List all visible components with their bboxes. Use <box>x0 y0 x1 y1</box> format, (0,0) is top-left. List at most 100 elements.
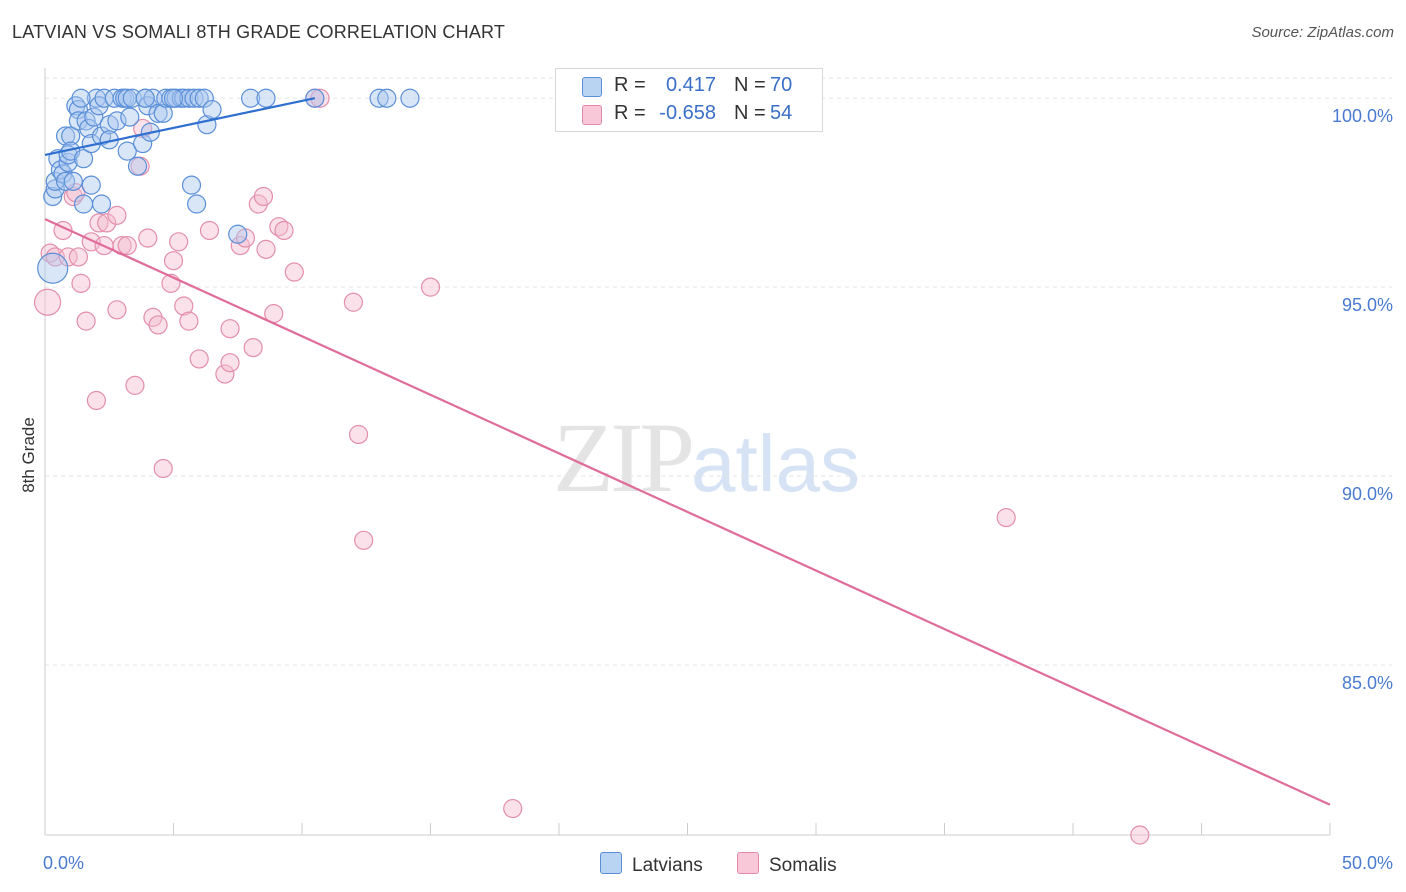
latvian-point <box>187 194 207 214</box>
latvian-point <box>189 88 209 108</box>
latvian-r-label: R = <box>614 74 646 96</box>
somali-point <box>76 311 96 331</box>
legend-item-somalis[interactable]: Somalis <box>737 852 837 877</box>
somali-point <box>138 228 158 248</box>
somali-point <box>284 262 304 282</box>
stats-legend: R = 0.417 N = 70 R = -0.658 N = 54 <box>555 68 823 132</box>
latvian-point <box>241 88 261 108</box>
latvian-point <box>117 141 137 161</box>
somali-n-label: N = <box>734 102 766 124</box>
latvian-point <box>127 156 148 176</box>
latvian-point <box>202 99 222 120</box>
latvian-point <box>194 88 214 108</box>
somali-point <box>220 319 240 339</box>
latvian-point <box>68 111 89 131</box>
latvian-n-value: 70 <box>770 74 793 96</box>
latvian-point <box>377 88 397 108</box>
latvian-point <box>73 194 94 214</box>
latvian-point <box>153 103 173 123</box>
somali-point <box>253 186 274 207</box>
latvian-point <box>91 194 112 214</box>
y-tick-label: 85.0% <box>1342 673 1393 693</box>
latvian-point <box>181 175 202 195</box>
somali-r-value: -0.658 <box>659 102 716 124</box>
latvian-point <box>179 88 199 108</box>
trend-lines <box>44 97 1331 806</box>
somali-point <box>348 424 369 445</box>
somali-point <box>996 508 1016 528</box>
latvian-point <box>120 107 140 127</box>
legend-somalis-label: Somalis <box>769 855 837 876</box>
series-legend: Latvians Somalis <box>0 852 1406 878</box>
legend-latvians-label: Latvians <box>632 855 703 876</box>
somali-point <box>148 315 168 335</box>
watermark-atlas: atlas <box>691 419 860 508</box>
latvian-point <box>148 103 168 123</box>
latvian-point <box>107 111 127 131</box>
latvian-point <box>61 126 81 146</box>
latvian-point <box>55 171 76 191</box>
somali-point <box>107 205 127 225</box>
latvian-point <box>81 175 101 195</box>
somali-point <box>169 232 189 252</box>
latvian-point <box>71 88 91 108</box>
somali-point <box>117 235 137 256</box>
latvian-point <box>45 179 65 199</box>
somali-point <box>68 247 89 267</box>
somali-point <box>243 337 263 358</box>
somali-point <box>354 530 374 550</box>
somali-point <box>174 296 194 316</box>
latvian-point <box>228 224 248 244</box>
somali-point <box>269 217 289 237</box>
somalis-swatch <box>737 852 759 874</box>
legend-item-latvians[interactable]: Latvians <box>600 852 703 877</box>
latvian-point <box>256 88 276 108</box>
y-tick-label: 90.0% <box>1342 484 1393 504</box>
somali-point <box>274 220 294 241</box>
somali-point <box>256 239 276 259</box>
somali-point <box>107 300 127 320</box>
somali-point <box>86 390 107 411</box>
latvian-point <box>163 88 184 108</box>
latvian-point <box>68 99 89 120</box>
latvian-point <box>55 126 76 146</box>
somali-point <box>125 375 145 395</box>
somali-point <box>189 349 209 369</box>
y-tick-label: 100.0% <box>1332 106 1393 126</box>
data-points <box>33 88 1150 845</box>
latvian-r-value: 0.417 <box>665 74 716 96</box>
somali-r-label: R = <box>614 102 646 124</box>
y-axis-title: 8th Grade <box>19 417 38 493</box>
somali-point <box>97 213 117 233</box>
legend-row-latvian: R = 0.417 N = 70 <box>556 72 822 100</box>
somali-swatch <box>582 105 602 125</box>
latvians-swatch <box>600 852 622 874</box>
somali-n-value: 54 <box>770 102 793 124</box>
chart-title: LATVIAN VS SOMALI 8TH GRADE CORRELATION … <box>12 22 506 42</box>
latvian-point <box>73 149 94 169</box>
x-tick-label-start: 0.0% <box>43 853 84 873</box>
somali-trend-line <box>44 218 1331 806</box>
somali-point <box>220 353 240 373</box>
somali-point <box>503 798 523 819</box>
axes <box>44 68 1331 836</box>
latvian-point <box>58 152 78 173</box>
latvian-point <box>63 171 83 191</box>
somali-point <box>71 273 91 293</box>
latvian-point <box>84 107 104 127</box>
somali-point <box>33 288 62 316</box>
latvian-point <box>400 88 420 108</box>
somali-point <box>420 277 441 297</box>
latvian-point <box>174 88 194 108</box>
somali-point <box>89 213 109 233</box>
somali-point <box>215 364 235 384</box>
somali-point <box>153 458 173 479</box>
somali-point <box>343 292 363 312</box>
x-tick-label-end: 50.0% <box>1342 853 1393 873</box>
tick-labels: 85.0% 90.0% 95.0% 100.0% 0.0% 50.0% 8th Grade <box>19 106 1393 873</box>
watermark-zip: ZIP <box>553 402 695 513</box>
legend-row-somali: R = -0.658 N = 54 <box>556 100 822 128</box>
latvian-point <box>37 252 69 284</box>
watermark: ZIPatlas <box>553 400 860 515</box>
